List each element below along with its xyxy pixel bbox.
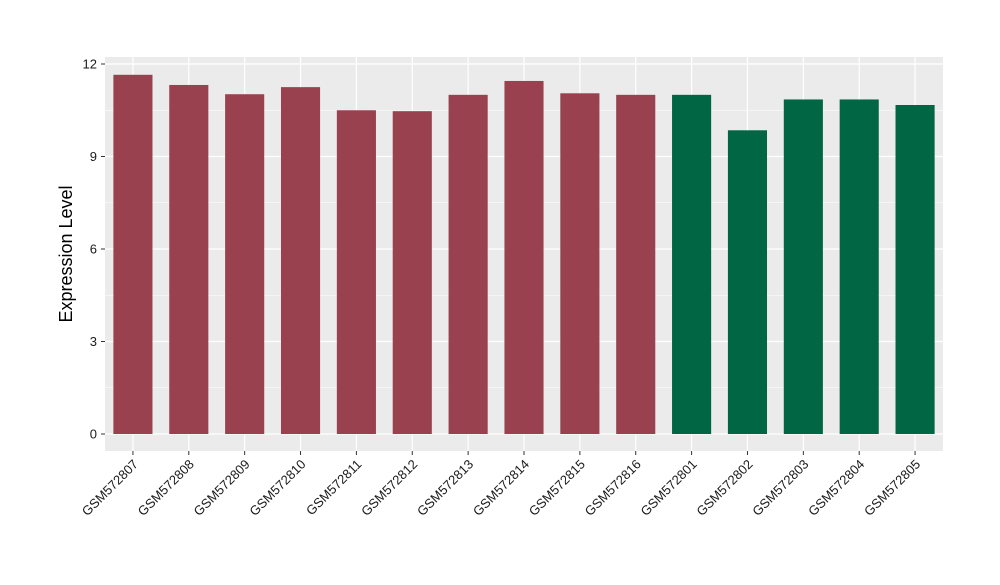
bar-GSM572813	[448, 94, 488, 434]
y-tick-label: 6	[90, 242, 97, 257]
bar-GSM572807	[113, 74, 153, 435]
y-axis-title: Expression Level	[56, 185, 76, 322]
bar-GSM572804	[839, 99, 879, 434]
bar-GSM572814	[504, 80, 544, 434]
y-tick-label: 12	[83, 57, 97, 72]
x-tick-label: GSM572802	[693, 457, 755, 519]
x-tick-label: GSM572815	[526, 457, 588, 519]
x-tick-label: GSM572803	[749, 457, 811, 519]
x-tick-label: GSM572810	[246, 457, 308, 519]
y-tick-label: 9	[90, 149, 97, 164]
bar-GSM572809	[225, 94, 265, 434]
bar-GSM572802	[727, 130, 768, 434]
bar-GSM572808	[169, 84, 209, 434]
x-tick-label: GSM572809	[191, 457, 253, 519]
x-tick-label: GSM572805	[861, 457, 923, 519]
x-axis: GSM572807GSM572808GSM572809GSM572810GSM5…	[79, 451, 923, 519]
x-tick-label: GSM572812	[358, 457, 420, 519]
bar-GSM572803	[783, 99, 823, 434]
x-tick-label: GSM572804	[805, 457, 867, 519]
x-tick-label: GSM572816	[582, 457, 644, 519]
x-tick-label: GSM572811	[303, 457, 365, 519]
bar-GSM572805	[895, 105, 935, 434]
bar-GSM572815	[560, 93, 600, 435]
bar-GSM572812	[392, 111, 432, 435]
bar-GSM572801	[672, 94, 712, 434]
x-tick-label: GSM572813	[414, 457, 476, 519]
y-tick-label: 3	[90, 334, 97, 349]
y-tick-label: 0	[90, 427, 97, 442]
x-tick-label: GSM572814	[470, 457, 532, 519]
y-axis: 0 3 6 9 12	[83, 57, 105, 442]
x-tick-label: GSM572808	[135, 457, 197, 519]
bar-layer	[113, 74, 935, 435]
bar-GSM572811	[336, 110, 376, 434]
bar-GSM572816	[616, 94, 656, 434]
x-tick-label: GSM572801	[637, 457, 699, 519]
x-tick-label: GSM572807	[79, 457, 141, 519]
bar-GSM572810	[280, 87, 321, 434]
